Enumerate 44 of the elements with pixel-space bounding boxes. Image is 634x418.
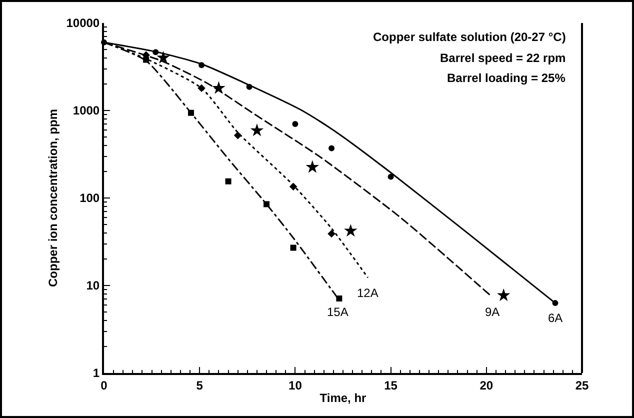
point xyxy=(336,296,342,302)
point xyxy=(198,62,205,68)
annotation: Barrel loading = 25% xyxy=(447,71,566,85)
y-axis-title: Copper ion concentration, ppm xyxy=(46,108,60,288)
annotation: Barrel speed = 22 rpm xyxy=(440,51,566,65)
point xyxy=(290,244,296,251)
point xyxy=(198,84,206,92)
point xyxy=(328,145,335,152)
point xyxy=(101,39,107,46)
y-tick-label: 10 xyxy=(86,278,100,293)
x-tick-label: 15 xyxy=(384,378,398,392)
point xyxy=(496,288,510,302)
point xyxy=(234,131,242,140)
y-tick-label: 10000 xyxy=(66,16,100,30)
point xyxy=(344,224,358,237)
point xyxy=(212,81,226,94)
x-tick-label: 5 xyxy=(196,378,204,392)
point xyxy=(156,50,170,64)
x-tick-label: 10 xyxy=(288,378,302,392)
series-label: 6A xyxy=(548,311,563,325)
point xyxy=(246,84,252,90)
point xyxy=(552,300,558,306)
point xyxy=(328,230,336,238)
series-label: 12A xyxy=(357,286,378,300)
annotation: Copper sulfate solution (20-27 °C) xyxy=(373,30,566,44)
point xyxy=(289,182,298,190)
point xyxy=(306,160,320,173)
x-tick-label: 20 xyxy=(480,378,494,392)
series-label: 9A xyxy=(485,305,500,319)
point xyxy=(225,178,232,184)
point xyxy=(264,201,270,208)
series-label: 15A xyxy=(327,305,348,319)
point xyxy=(388,174,394,180)
point xyxy=(143,56,150,63)
x-tick-label: 25 xyxy=(575,378,589,392)
y-tick-label: 1000 xyxy=(72,104,100,118)
x-axis-title: Time, hr xyxy=(320,390,367,405)
x-tick-label: 0 xyxy=(100,378,108,392)
point xyxy=(250,124,264,136)
point xyxy=(292,121,298,128)
y-tick-label: 100 xyxy=(80,191,100,206)
point xyxy=(152,49,159,56)
y-tick-label: 1 xyxy=(92,366,100,380)
point xyxy=(188,110,194,116)
